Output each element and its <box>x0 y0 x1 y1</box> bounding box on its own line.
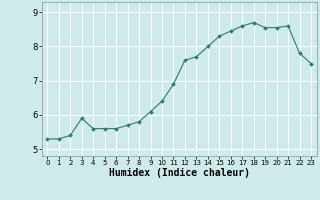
X-axis label: Humidex (Indice chaleur): Humidex (Indice chaleur) <box>109 168 250 178</box>
